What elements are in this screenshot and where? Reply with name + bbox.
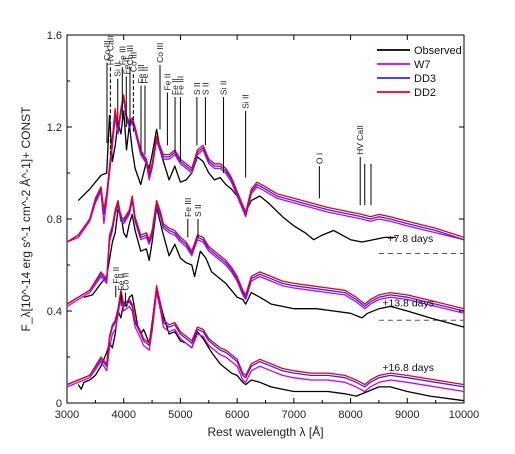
line-id-label: Co III — [128, 52, 138, 72]
line-id-label: Fe III — [136, 64, 146, 83]
line-id-label: O I — [314, 153, 324, 164]
line-id-label: Si II — [113, 62, 123, 77]
line-id-label: S II — [200, 82, 210, 95]
legend: Observed W7 DD3 DD2 — [377, 45, 462, 99]
y-tick-label: 1.2 — [47, 122, 62, 134]
line-id-label: Fe III — [183, 198, 193, 217]
x-tick-label: 3000 — [55, 409, 79, 421]
y-tick-label: 1.6 — [47, 30, 62, 42]
line-id-label: HV CaII — [105, 35, 115, 65]
line-id-label: Fe II — [121, 57, 131, 74]
y-axis-title: F_λ[10^-14 erg s^-1 cm^-2 Å^-1]+ CONST — [18, 106, 33, 332]
line-id-label: HV CaII — [355, 125, 365, 155]
x-tick-label: 10000 — [449, 409, 480, 421]
line-id-label: Fe II — [111, 267, 121, 284]
line-id-label: Fe II — [170, 78, 180, 95]
legend-label-observed: Observed — [414, 45, 462, 57]
x-tick-label: 7000 — [282, 409, 306, 421]
line-id-label: Si II — [219, 80, 229, 95]
series-line-dd2-panel-2 — [66, 195, 465, 310]
line-id-label: Fe III — [175, 76, 185, 95]
line-id-label: Co III — [125, 45, 135, 65]
y-tick-label: 0.8 — [47, 214, 62, 226]
series-line-observed-panel-2 — [83, 206, 465, 328]
epoch-label: +16.8 days — [382, 362, 434, 374]
line-id-label: Fe II — [162, 73, 172, 90]
legend-label-dd3: DD3 — [414, 73, 436, 85]
epoch-label: +7.8 days — [387, 233, 433, 245]
y-tick-label: 0.4 — [47, 306, 62, 318]
line-id-label: S II — [192, 82, 202, 95]
x-tick-label: 8000 — [338, 409, 362, 421]
x-tick-label: 6000 — [225, 409, 249, 421]
line-id-label: Fe II — [140, 67, 150, 84]
series-line-dd2-panel-3 — [66, 285, 465, 386]
line-id-label: Fe III — [117, 46, 127, 65]
line-id-label: Fe II — [116, 274, 126, 291]
line-id-label: S II — [193, 204, 203, 217]
x-tick-label: 9000 — [395, 409, 419, 421]
axes: 3000 4000 5000 6000 7000 8000 9000 10000 0 0.4 0.8… — [18, 30, 479, 439]
epoch-label: +13.8 days — [382, 297, 434, 309]
x-tick-label: 5000 — [168, 409, 192, 421]
x-axis-title: Rest wavelength λ [Å] — [207, 424, 323, 439]
line-id-label: Si II — [241, 94, 251, 109]
legend-label-w7: W7 — [414, 59, 431, 71]
epoch-labels: +7.8 days +13.8 days +16.8 days — [382, 233, 434, 374]
line-id-label: Co III — [155, 43, 165, 63]
x-tick-label: 4000 — [111, 409, 135, 421]
line-id-label: Co III — [102, 40, 112, 60]
legend-label-dd2: DD2 — [414, 87, 436, 99]
y-tick-label: 0 — [56, 398, 62, 410]
line-id-label: Co II — [120, 273, 130, 291]
series-line-observed-panel-3 — [77, 287, 465, 402]
